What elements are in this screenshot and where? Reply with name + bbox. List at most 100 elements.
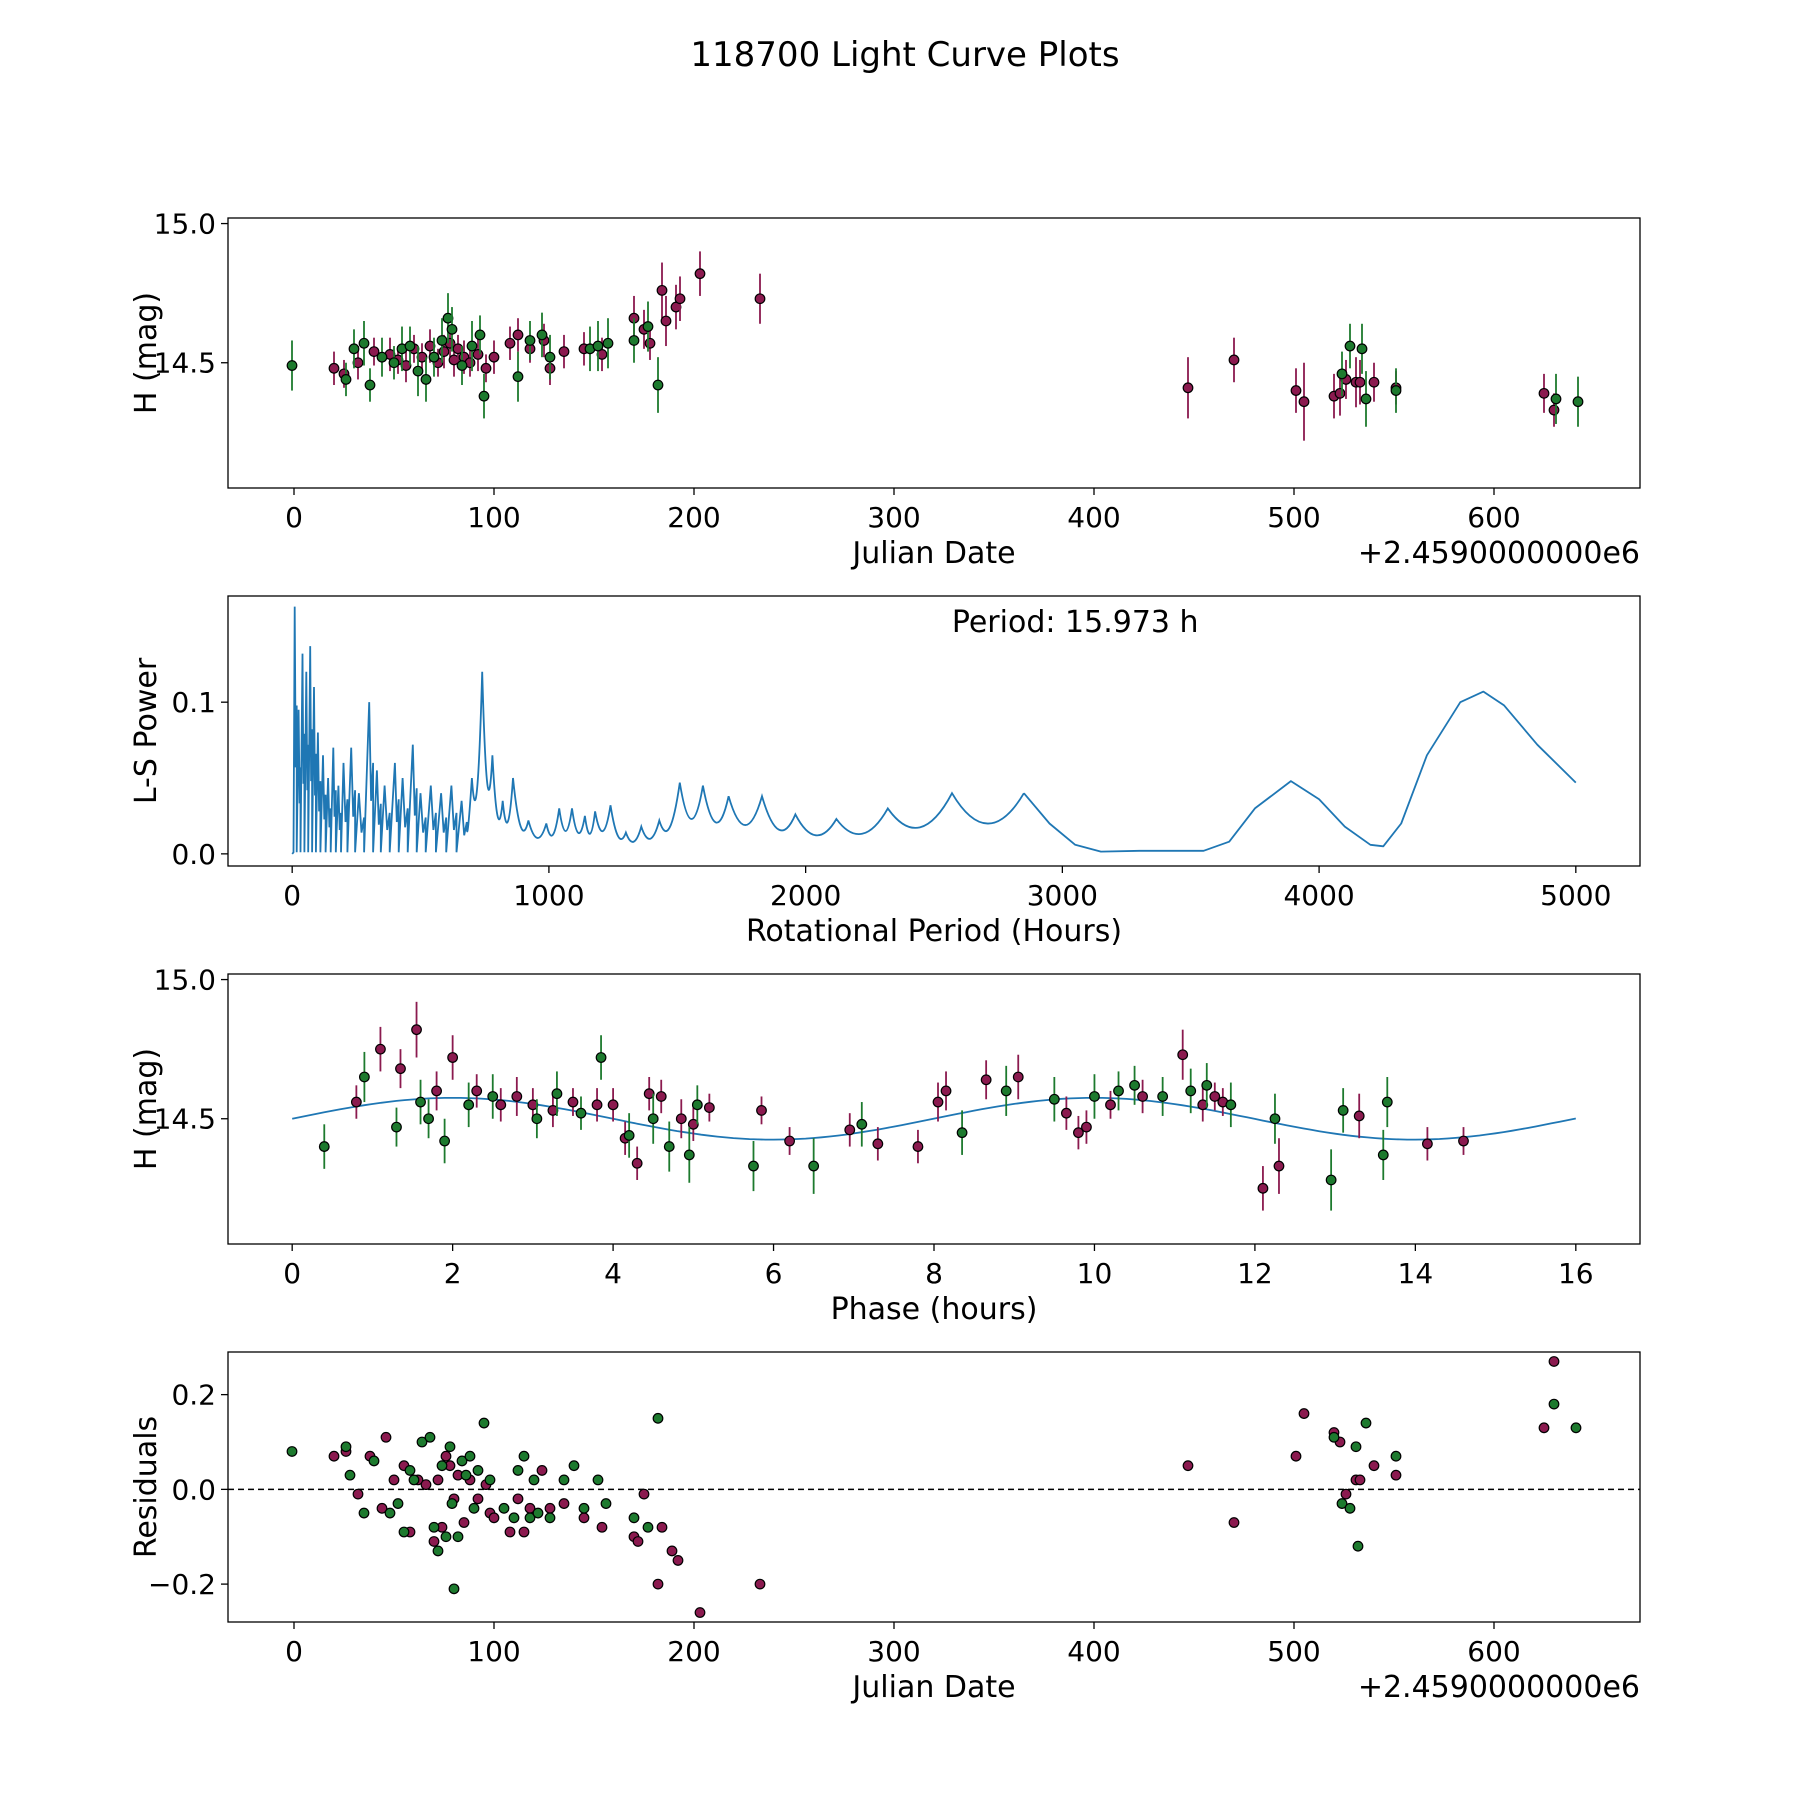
data-point-red: [472, 348, 484, 360]
x-tick-label: 2000: [770, 879, 841, 912]
data-point-green: [439, 1135, 451, 1147]
data-point-green: [1360, 1417, 1372, 1429]
data-point-green: [344, 1469, 356, 1481]
x-tick-label: 0: [285, 501, 303, 534]
data-point-green: [423, 1113, 434, 1125]
plot-area: [228, 1356, 1640, 1618]
data-point-green: [460, 1469, 472, 1481]
data-point-red: [511, 1091, 523, 1102]
data-point-green: [464, 1450, 476, 1462]
data-point-green: [452, 1531, 464, 1543]
data-point-red: [644, 337, 656, 349]
data-point-red: [655, 1091, 667, 1102]
data-point-green: [388, 357, 400, 369]
data-point-green: [652, 1412, 664, 1424]
x-tick-label: 500: [1267, 501, 1320, 534]
data-point-green: [578, 1502, 590, 1514]
data-point-green: [436, 1460, 448, 1472]
data-point-green: [1157, 1091, 1169, 1102]
x-tick-label: 600: [1467, 1635, 1520, 1668]
y-tick-label: −0.2: [148, 1568, 216, 1601]
x-offset-text: +2.4590000000e6: [1358, 536, 1640, 571]
data-point-green: [1381, 1096, 1393, 1108]
data-point-red: [376, 1502, 388, 1514]
data-point-green: [384, 1507, 396, 1519]
data-point-green: [592, 1474, 604, 1486]
x-tick-label: 0: [285, 1635, 303, 1668]
data-point-green: [856, 1118, 868, 1130]
data-point-green: [623, 1130, 635, 1141]
data-point-green: [487, 1091, 499, 1102]
data-point-green: [428, 351, 440, 363]
data-point-green: [392, 1498, 404, 1509]
data-point-green: [1336, 368, 1348, 380]
data-point-green: [364, 379, 376, 391]
plot-frame: [227, 595, 1641, 867]
data-point-green: [1113, 1085, 1124, 1097]
data-point-red: [694, 268, 706, 280]
data-point-red: [350, 1096, 362, 1108]
data-point-green: [440, 1531, 452, 1543]
data-point-red: [1368, 1460, 1380, 1472]
data-point-red: [1538, 387, 1550, 399]
y-axis-label: L-S Power: [129, 657, 164, 804]
data-point-green: [558, 1474, 570, 1486]
periodogram-curve: [1023, 690, 1577, 853]
data-point-red: [388, 1474, 400, 1486]
data-point-green: [424, 1431, 436, 1443]
data-point-red: [672, 1555, 684, 1566]
figure-title: 118700 Light Curve Plots: [690, 35, 1119, 75]
data-point-green: [474, 329, 486, 341]
data-point-green: [602, 337, 614, 349]
data-point-green: [1129, 1079, 1140, 1091]
x-tick-label: 14: [1398, 1257, 1434, 1290]
data-point-red: [495, 1099, 507, 1111]
x-tick-label: 8: [925, 1257, 943, 1290]
data-point-red: [480, 362, 492, 374]
data-point-green: [478, 390, 490, 402]
data-point-red: [488, 1512, 500, 1524]
data-point-green: [1089, 1091, 1100, 1102]
data-point-red: [395, 1063, 406, 1075]
data-point-green: [647, 1113, 659, 1125]
data-point-green: [592, 340, 604, 352]
data-point-green: [748, 1160, 759, 1172]
data-point-green: [404, 1465, 416, 1476]
panel-residuals: 0 100 200 300 400 500 600 −0.2 0.0 0.2 Julian Date…: [129, 1351, 1641, 1705]
data-point-green: [444, 1441, 456, 1453]
data-point-red: [1353, 1110, 1365, 1122]
panel-light-curve: 0 100 200 300 400 500 600 14.5 15.0 Julian Date H …: [129, 208, 1641, 571]
data-point-green: [551, 1088, 563, 1100]
data-point-green: [595, 1052, 607, 1063]
data-point-green: [600, 1498, 612, 1509]
data-point-red: [844, 1124, 856, 1136]
data-point-green: [1048, 1093, 1060, 1105]
data-point-red: [1209, 1091, 1221, 1102]
data-point-green: [432, 1545, 444, 1557]
data-point-red: [754, 293, 766, 305]
x-tick-label: 200: [667, 1635, 720, 1668]
data-point-red: [488, 351, 500, 363]
plot-area: [292, 1001, 1576, 1211]
data-point-red: [666, 1545, 678, 1557]
data-point-red: [1538, 1422, 1550, 1434]
data-point-green: [1269, 1113, 1281, 1125]
data-point-red: [578, 1512, 590, 1524]
y-tick-label: 15.0: [154, 964, 216, 997]
data-point-green: [446, 1498, 458, 1509]
data-point-green: [691, 1099, 703, 1111]
data-point-green: [398, 1526, 410, 1538]
data-point-red: [1177, 1049, 1189, 1061]
data-point-red: [411, 1024, 422, 1036]
data-point-green: [1344, 340, 1356, 352]
data-point-red: [1060, 1107, 1072, 1119]
data-point-red: [756, 1104, 767, 1116]
data-point-green: [368, 1455, 380, 1467]
x-axis-label: Julian Date: [850, 536, 1015, 571]
data-point-red: [431, 1085, 442, 1097]
data-point-red: [754, 1578, 766, 1590]
data-point-red: [1012, 1071, 1024, 1083]
data-point-red: [1298, 396, 1310, 408]
x-axis-label: Julian Date: [850, 1670, 1015, 1705]
